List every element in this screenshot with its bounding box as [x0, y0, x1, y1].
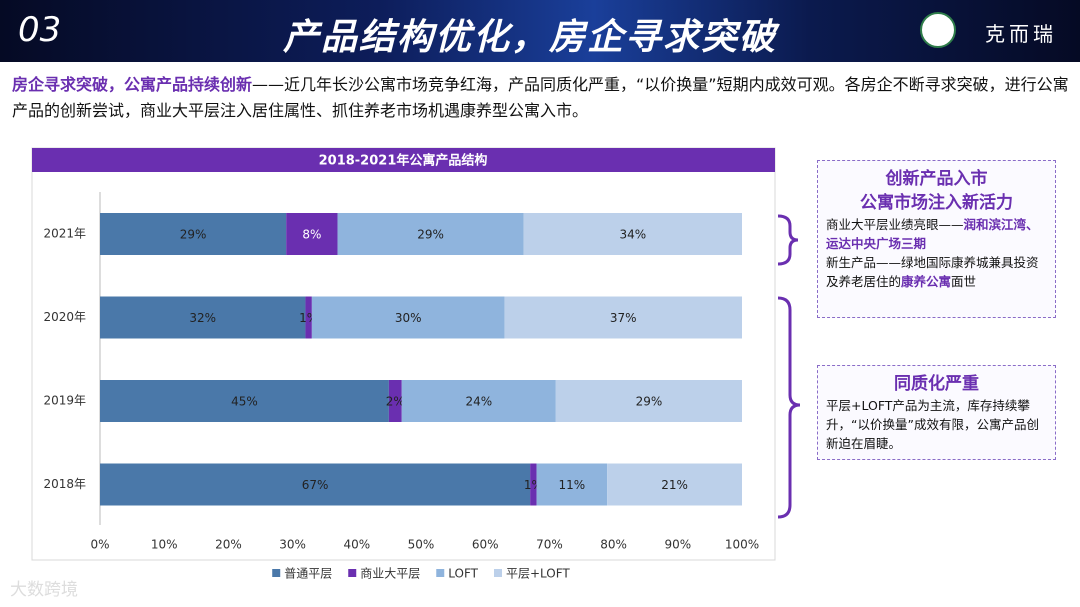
- bracket: [777, 214, 799, 266]
- legend-label: 平层+LOFT: [506, 567, 570, 581]
- plot: 0% 10% 20% 30% 40% 50% 60% 70% 80% 90% 100% 2021年 29…: [43, 213, 759, 581]
- x-tick-label: 90%: [664, 538, 691, 552]
- logo-icon: [920, 12, 956, 48]
- intro-highlight: 房企寻求突破，公寓产品持续创新: [12, 75, 253, 94]
- bar-segment: [311, 296, 505, 339]
- data-label: 30%: [395, 311, 422, 325]
- bar-segment: [100, 213, 287, 255]
- bar-segment: [536, 463, 608, 506]
- data-label: 11%: [559, 478, 586, 492]
- data-label: 32%: [189, 311, 216, 325]
- data-label: 24%: [465, 395, 492, 409]
- callout-text: 新生产品——绿地国际康养城兼具投资及养老居住的: [826, 255, 1039, 289]
- data-label: 8%: [302, 228, 321, 242]
- slide-title: 产品结构优化，房企寻求突破: [282, 17, 777, 58]
- y-tick-label: 2021年: [43, 227, 86, 241]
- data-label: 2%: [386, 395, 405, 409]
- legend-swatch: [436, 569, 445, 577]
- data-label: 29%: [636, 395, 663, 409]
- x-tick-label: 100%: [725, 538, 759, 552]
- header: [0, 0, 1080, 62]
- x-tick-label: 60%: [472, 538, 499, 552]
- bar-segment: [100, 296, 306, 339]
- callout-highlight: 润和滨江湾、运达中央广场三期: [826, 217, 1039, 251]
- data-label: 29%: [417, 228, 444, 242]
- chart-title: 2018-2021年公寓产品结构: [319, 153, 488, 169]
- bar-segment: [401, 380, 556, 422]
- x-tick-label: 40%: [343, 538, 370, 552]
- legend-swatch: [493, 569, 502, 577]
- y-tick-label: 2019年: [43, 394, 86, 408]
- intro-text: ——近几年长沙公寓市场竞争红海，产品同质化严重，“以价换量”短期内成效可观。各房…: [12, 75, 1069, 120]
- callout: 同质化严重 平层+LOFT产品为主流，库存持续攀升，“以价换量”成效有限，公寓产…: [817, 365, 1056, 460]
- x-tick-label: 30%: [279, 538, 306, 552]
- bar-segment: [100, 463, 531, 506]
- x-tick-label: 20%: [215, 538, 242, 552]
- callout-text: 商业大平层业绩亮眼——: [826, 217, 964, 232]
- x-tick-label: 80%: [600, 538, 627, 552]
- callout: 创新产品入市 公寓市场注入新活力 商业大平层业绩亮眼——润和滨江湾、运达中央广场…: [817, 160, 1056, 318]
- bar-segment: [504, 296, 742, 339]
- section-number: 03: [18, 10, 62, 50]
- legend-label: LOFT: [448, 567, 478, 581]
- bar-segment: [286, 213, 338, 255]
- bar-segment: [530, 463, 537, 506]
- data-label: 21%: [661, 478, 688, 492]
- data-label: 29%: [180, 228, 207, 242]
- y-tick-label: 2018年: [43, 477, 86, 491]
- bar-segment: [305, 296, 312, 339]
- bar-segment: [100, 380, 389, 422]
- x-tick-label: 70%: [536, 538, 563, 552]
- bracket: [777, 296, 801, 519]
- data-label: 34%: [620, 228, 647, 242]
- data-label: 67%: [302, 478, 329, 492]
- legend-swatch: [348, 569, 357, 577]
- x-tick-label: 0%: [90, 538, 109, 552]
- data-label: 37%: [610, 311, 637, 325]
- callout-text: 面世: [951, 274, 977, 289]
- callout-body: 商业大平层业绩亮眼——润和滨江湾、运达中央广场三期 新生产品——绿地国际康养城兼具…: [826, 215, 1047, 291]
- data-label: 45%: [231, 395, 258, 409]
- callout-title: 公寓市场注入新活力: [860, 193, 1013, 213]
- chart-title-bar: [32, 148, 775, 172]
- callout-highlight: 康养公寓: [901, 274, 952, 289]
- bar-segment: [555, 380, 742, 422]
- callout-title: 同质化严重: [894, 374, 979, 394]
- legend-label: 商业大平层: [360, 566, 420, 581]
- x-tick-label: 10%: [151, 538, 178, 552]
- watermark: 大数跨境: [10, 580, 78, 600]
- bar-segment: [607, 463, 742, 506]
- bar-segment: [337, 213, 524, 255]
- callout-text: 平层+LOFT产品为主流，库存持续攀升，“以价换量”成效有限，公寓产品创新迫在眉…: [826, 398, 1039, 451]
- callout-title: 创新产品入市: [885, 169, 988, 189]
- bar-segment: [523, 213, 742, 255]
- x-tick-label: 50%: [408, 538, 435, 552]
- bar-segment: [388, 380, 402, 422]
- legend-swatch: [272, 569, 281, 577]
- legend-label: 普通平层: [284, 567, 332, 581]
- intro: 房企寻求突破，公寓产品持续创新——近几年长沙公寓市场竞争红海，产品同质化严重，“…: [12, 72, 1074, 124]
- y-tick-label: 2020年: [43, 310, 86, 324]
- logo-text: 克而瑞: [985, 22, 1057, 46]
